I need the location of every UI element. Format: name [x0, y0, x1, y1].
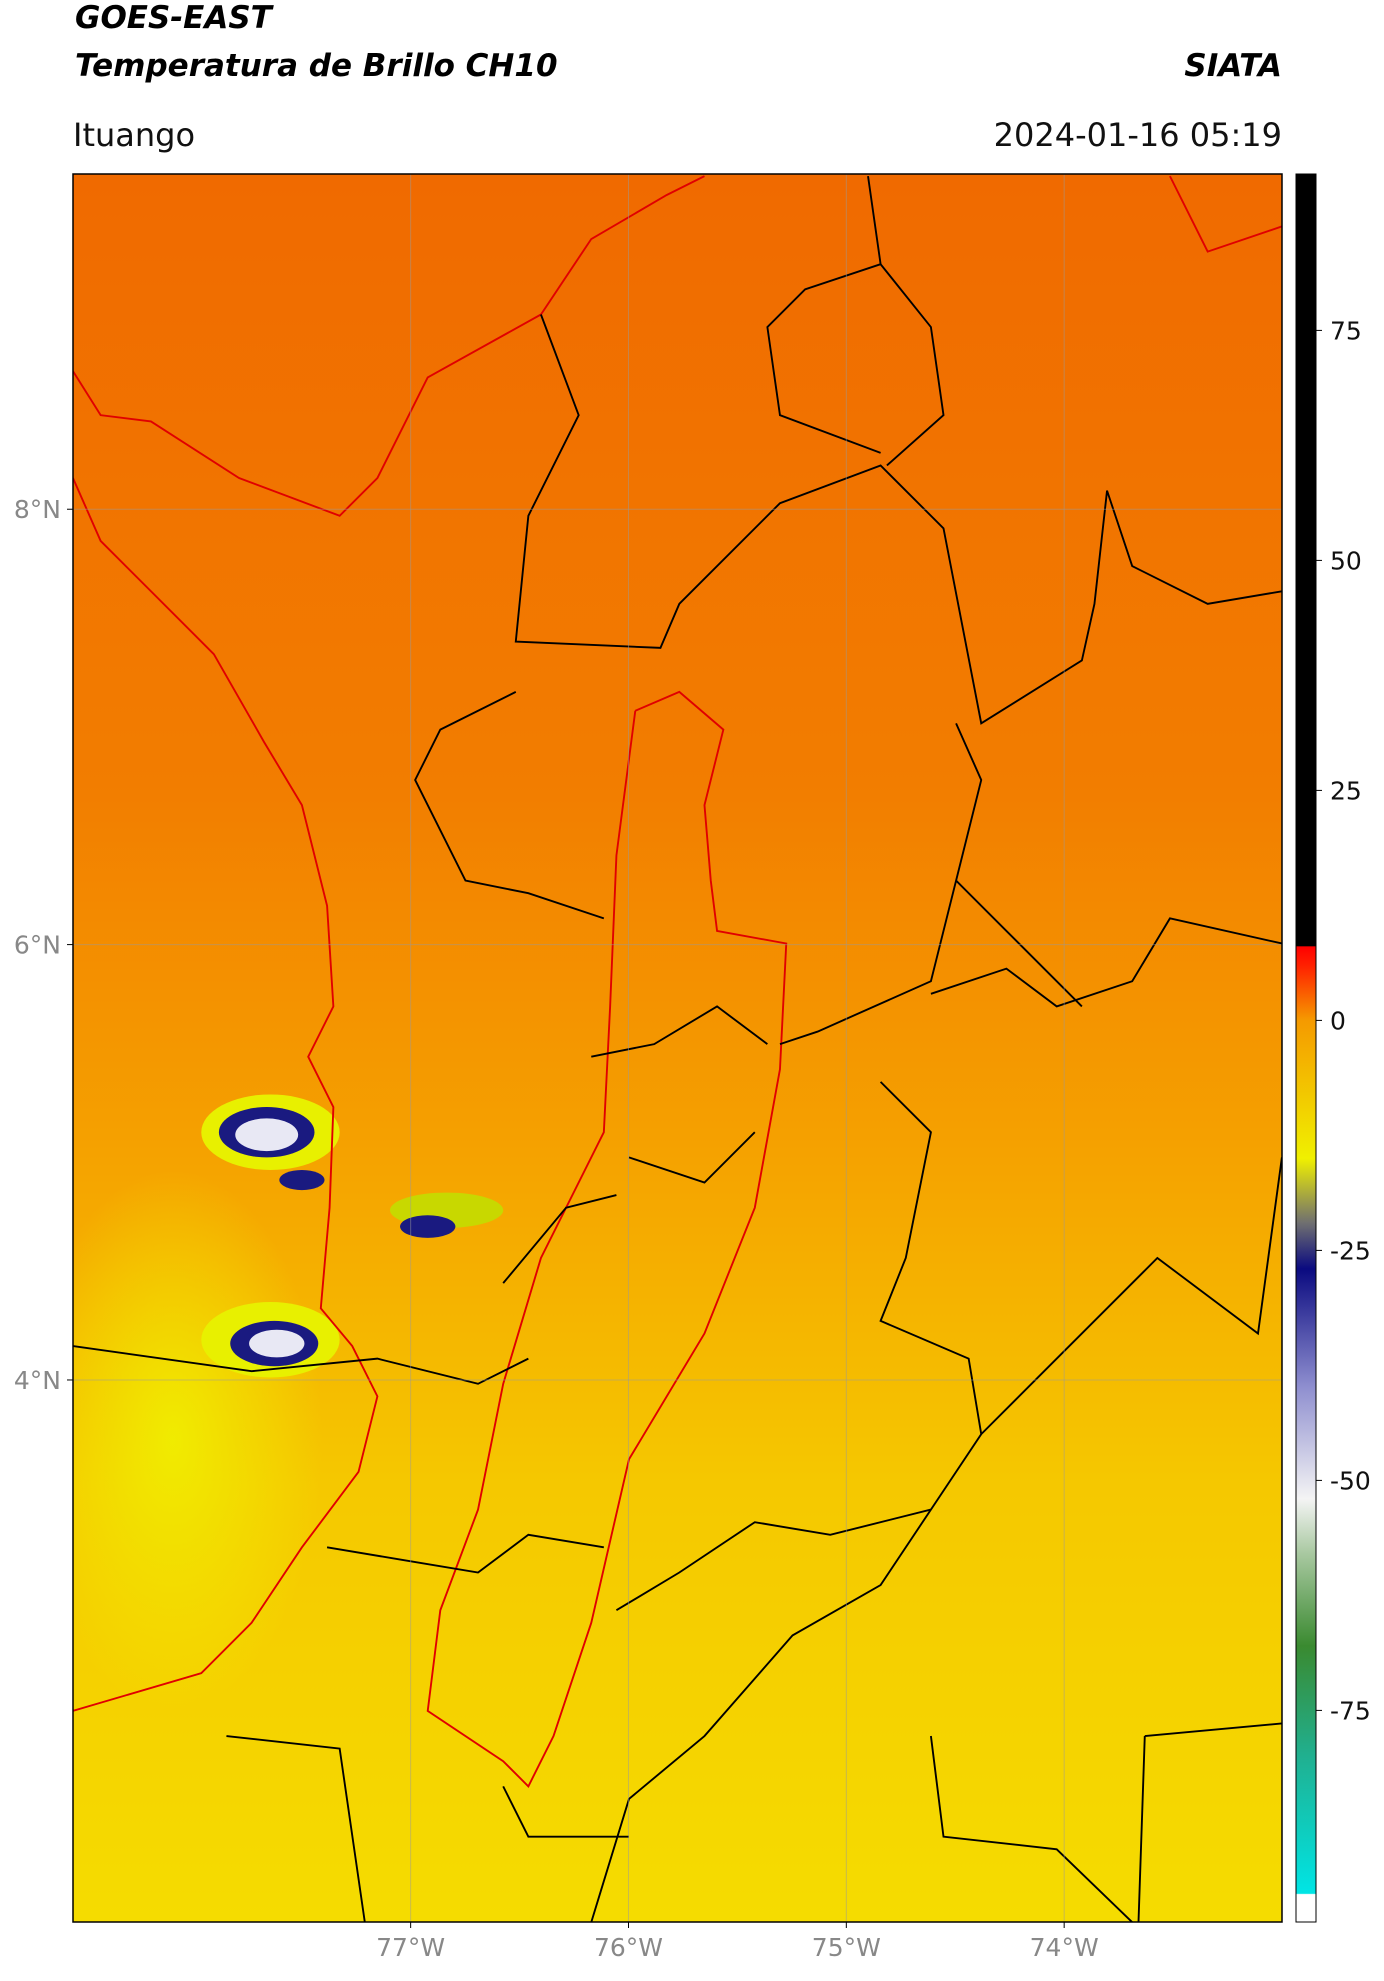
- colorbar-tick-label: 0: [1330, 1006, 1346, 1035]
- lon-tick-label: 75°W: [812, 1933, 881, 1962]
- map-frame: [72, 173, 1283, 1923]
- grid: [73, 174, 1282, 1922]
- colorbar-tick-label: -75: [1330, 1696, 1371, 1725]
- lat-tick-label: 6°N: [14, 931, 61, 960]
- lon-tick-label: 74°W: [1030, 1933, 1099, 1962]
- colorbar-tick-label: 50: [1330, 546, 1362, 575]
- colorbar-tick-label: 25: [1330, 776, 1362, 805]
- source: SIATA: [1184, 48, 1282, 84]
- borders: [73, 175, 1282, 1922]
- colorbar-tick-label: 75: [1330, 316, 1362, 345]
- colorbar-tick-label: -50: [1330, 1466, 1371, 1495]
- colorbar: [1295, 173, 1317, 1923]
- colorbar-tick-label: -25: [1330, 1236, 1371, 1265]
- lat-tick-label: 4°N: [14, 1366, 61, 1395]
- subtitle: Temperatura de Brillo CH10: [75, 48, 558, 84]
- map: [73, 174, 1282, 1922]
- lat-tick-label: 8°N: [14, 495, 61, 524]
- location: Ituango: [73, 116, 195, 154]
- datetime: 2024-01-16 05:19: [994, 116, 1282, 154]
- lon-tick-label: 76°W: [594, 1933, 663, 1962]
- lon-tick-label: 77°W: [376, 1933, 445, 1962]
- title: GOES-EAST: [75, 0, 275, 36]
- clouds: [201, 1094, 504, 1378]
